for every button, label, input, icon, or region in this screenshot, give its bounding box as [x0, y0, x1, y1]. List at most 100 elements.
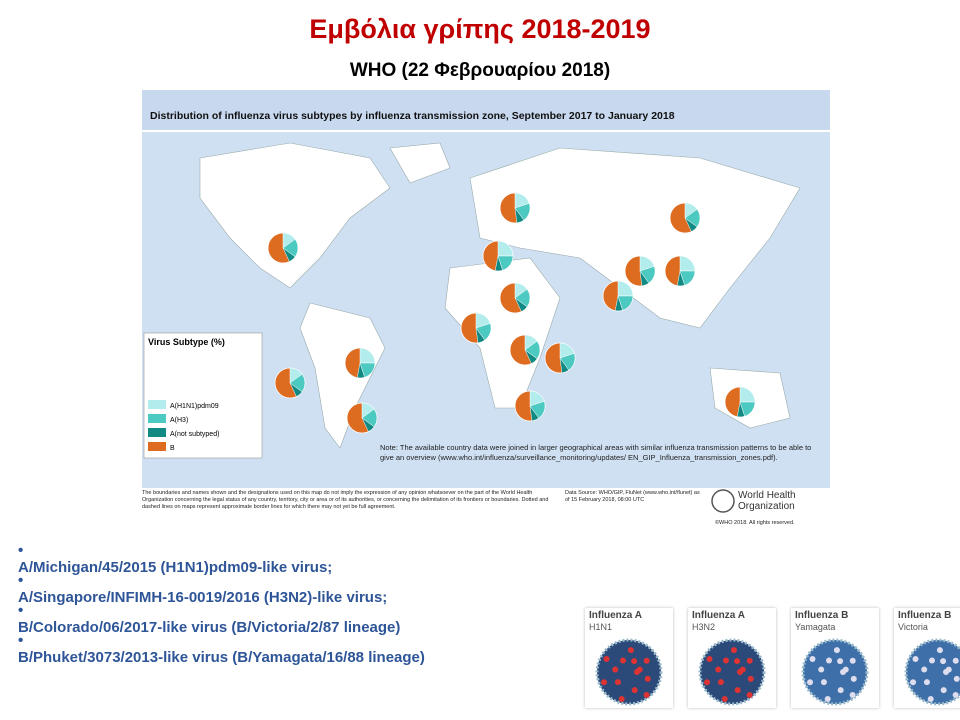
disclaimer-text: The boundaries and names shown and the d… — [142, 490, 549, 510]
spike — [627, 647, 634, 654]
virus-name: Influenza B — [898, 610, 952, 621]
spike — [643, 692, 650, 699]
pie-slice — [282, 247, 296, 262]
legend-label: A(not subtyped) — [170, 431, 219, 438]
virus-type: H3N2 — [692, 622, 716, 632]
copyright: ©WHO 2018. All rights reserved. — [715, 519, 795, 526]
pie-slice — [639, 270, 650, 287]
pie-slice — [514, 297, 528, 312]
bullet-item: • B/Colorado/06/2017-like virus (B/Victor… — [18, 602, 578, 636]
slide-title: Εμβόλια γρίπης 2018-2019 — [309, 14, 651, 44]
pie-slice — [494, 255, 503, 272]
spike — [820, 679, 827, 686]
spike — [910, 679, 917, 686]
virus-name: Influenza A — [692, 610, 745, 621]
bullet-item: • B/Phuket/3073/2013-like virus (B/Yamaga… — [18, 632, 578, 666]
virus-name: Influenza B — [795, 610, 849, 621]
spike — [824, 696, 831, 703]
spike — [636, 666, 643, 673]
spike — [921, 666, 928, 673]
spike — [940, 687, 947, 694]
spike — [940, 658, 947, 665]
legend-swatch — [148, 428, 166, 437]
legend: A(H1N1)pdm09 A(H3) A(not subtyped) B — [148, 400, 219, 452]
pie-slice — [529, 405, 540, 422]
virus-type: Yamagata — [795, 622, 836, 632]
legend-swatch — [148, 400, 166, 409]
spike — [704, 679, 711, 686]
spike — [746, 692, 753, 699]
pie-slice — [614, 295, 623, 312]
spike — [746, 657, 753, 664]
spike — [601, 679, 608, 686]
spike — [631, 658, 638, 665]
legend-swatch — [148, 442, 166, 451]
spike — [837, 687, 844, 694]
virion — [595, 638, 663, 706]
virion — [801, 638, 869, 706]
virion — [698, 638, 766, 706]
virus-card: Influenza B Victoria — [894, 608, 960, 708]
spike — [723, 657, 730, 664]
spike — [952, 692, 959, 699]
spike — [612, 666, 619, 673]
bullet-text: B/Colorado/06/2017-like virus (B/Victori… — [18, 619, 401, 636]
disclaimer: The boundaries and names shown and the d… — [142, 490, 549, 510]
legend-box — [143, 332, 263, 459]
pie-slice — [524, 349, 538, 364]
spike — [734, 687, 741, 694]
bullet-dot: • — [18, 542, 24, 559]
pie-slice — [356, 362, 365, 379]
spike — [807, 679, 814, 686]
pie-slice — [676, 270, 685, 287]
spike — [923, 679, 930, 686]
note: Note: The available country data were jo… — [380, 443, 812, 462]
spike — [614, 679, 621, 686]
virus-illustration — [595, 638, 663, 706]
spike — [721, 696, 728, 703]
spike — [945, 666, 952, 673]
note-text: Note: The available country data were jo… — [380, 443, 812, 462]
spike — [952, 657, 959, 664]
map-header — [142, 90, 830, 130]
virus-name: Influenza A — [589, 610, 642, 621]
spike — [631, 687, 638, 694]
spike — [706, 655, 713, 662]
spike — [809, 655, 816, 662]
spike — [734, 658, 741, 665]
bullet-text: A/Singapore/INFIMH-16-0019/2016 (H3N2)-l… — [18, 589, 388, 606]
bullet-text: A/Michigan/45/2015 (H1N1)pdm09-like viru… — [18, 559, 333, 576]
spike — [833, 647, 840, 654]
pie-slice — [684, 217, 698, 232]
bullet-item: • A/Michigan/45/2015 (H1N1)pdm09-like vir… — [18, 542, 578, 576]
legend-label: A(H3) — [170, 417, 188, 424]
virus-illustration — [904, 638, 960, 706]
spike — [849, 657, 856, 664]
spike — [953, 675, 960, 682]
pie-slice — [736, 401, 745, 418]
pie-slice — [361, 417, 375, 432]
virus-card: Influenza B Yamagata — [791, 608, 879, 708]
spike — [929, 657, 936, 664]
pie-slice — [514, 207, 525, 224]
map-title: Distribution of influenza virus subtypes… — [150, 110, 675, 122]
virus-illustration — [698, 638, 766, 706]
spike — [715, 666, 722, 673]
legend-title: Virus Subtype (%) — [148, 337, 225, 347]
who-logo: World Health Organization — [738, 490, 796, 512]
legend-label: B — [170, 445, 175, 452]
bullet-dot: • — [18, 602, 24, 619]
spike — [826, 657, 833, 664]
spike — [842, 666, 849, 673]
source-text: Data Source: WHO/GIP, FluNet (www.who.in… — [565, 490, 700, 503]
spike — [927, 696, 934, 703]
bullet-dot: • — [18, 572, 24, 589]
virus-card: Influenza A H1N1 — [585, 608, 673, 708]
pie-slice — [559, 357, 570, 374]
spike — [818, 666, 825, 673]
spike — [936, 647, 943, 654]
legend-swatch — [148, 414, 166, 423]
slide-subtitle: WHO (22 Φεβρουαρίου 2018) — [349, 60, 611, 81]
spike — [717, 679, 724, 686]
